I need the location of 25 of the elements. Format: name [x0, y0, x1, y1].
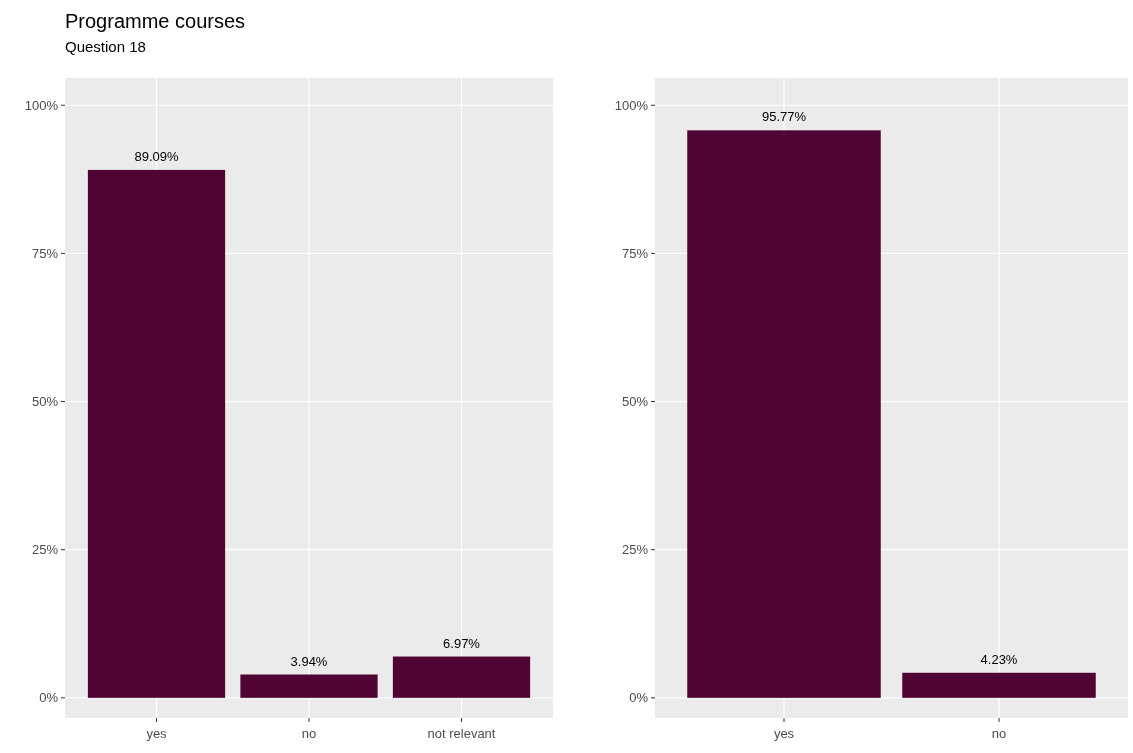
- data-label: 4.23%: [980, 651, 1018, 667]
- y-tick-label: 0%: [39, 690, 59, 706]
- y-tick-label: 25%: [621, 542, 649, 558]
- x-tick-label: yes: [773, 726, 795, 741]
- bar: [392, 656, 531, 698]
- chart-title: Programme courses: [65, 10, 246, 32]
- chart-subtitle: Question 18: [65, 38, 146, 55]
- x-tick-label: not relevant: [427, 726, 496, 741]
- data-label: 6.97%: [443, 635, 481, 651]
- y-tick-label: 75%: [621, 245, 649, 261]
- y-tick-label: 75%: [31, 245, 59, 261]
- y-tick-label: 50%: [621, 394, 649, 410]
- y-tick-label: 100%: [614, 97, 649, 113]
- y-tick-label: 0%: [629, 690, 649, 706]
- x-tick-label: yes: [146, 726, 168, 741]
- bar: [87, 169, 226, 698]
- data-label: 89.09%: [134, 148, 179, 164]
- y-tick-label: 50%: [31, 394, 59, 410]
- y-tick-label: 25%: [31, 542, 59, 558]
- x-tick-label: no: [991, 726, 1007, 741]
- data-label: 3.94%: [290, 653, 328, 669]
- bar: [240, 674, 378, 698]
- x-tick-label: no: [301, 726, 317, 741]
- data-label: 95.77%: [761, 109, 807, 125]
- y-tick-label: 100%: [24, 97, 59, 113]
